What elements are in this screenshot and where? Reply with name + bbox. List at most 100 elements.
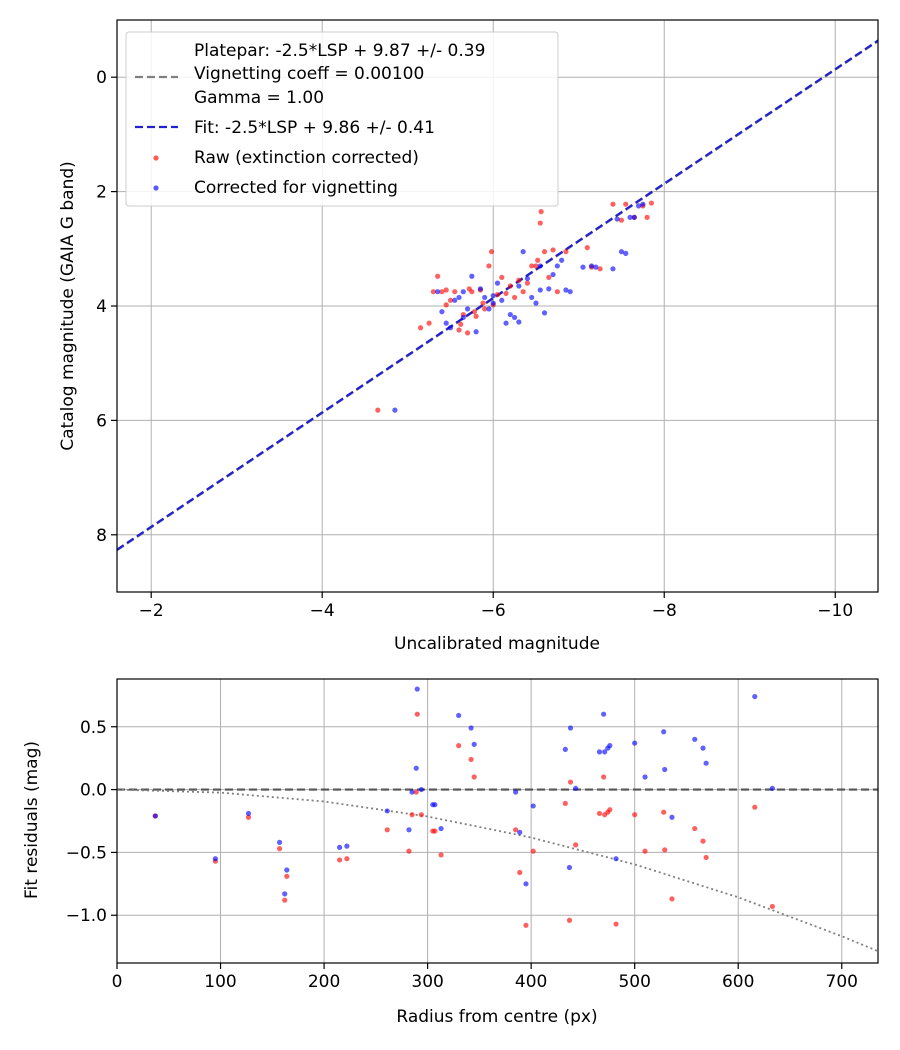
magnitude-plot-corrected-for-vignetting-point — [541, 310, 548, 316]
magnitude-plot-corrected-for-vignetting-point — [550, 271, 556, 278]
residuals-plot-corrected-for-vignetting-point — [661, 729, 667, 735]
residuals-plot-y-tick-label: −0.5 — [66, 843, 107, 863]
magnitude-plot-corrected-for-vignetting-point — [563, 287, 569, 293]
magnitude-plot-raw-extinction-corrected-point — [648, 200, 655, 206]
magnitude-plot-raw-extinction-corrected-point — [375, 407, 381, 413]
magnitude-plot-corrected-for-vignetting-point — [482, 294, 488, 301]
magnitude-plot-corrected-for-vignetting-point — [635, 203, 642, 209]
residuals-plot-frame — [116, 678, 879, 964]
magnitude-plot-raw-extinction-corrected-point — [623, 201, 629, 207]
residuals-plot-raw-extinction-corrected-point — [406, 848, 412, 854]
magnitude-plot-raw-extinction-corrected-point — [516, 277, 522, 283]
magnitude-plot-raw-extinction-corrected-point — [503, 290, 509, 297]
magnitude-plot-corrected-for-vignetting-point — [507, 311, 513, 318]
magnitude-plot-corrected-for-vignetting-point — [503, 320, 509, 326]
residuals-plot-x-ticks: 0 100 200 300 400 500 600 700 — [112, 963, 858, 992]
magnitude-plot-corrected-for-vignetting-point — [614, 216, 620, 222]
residuals-plot-raw-extinction-corrected-point — [409, 812, 415, 818]
residuals-plot-corrected-for-vignetting-point — [384, 808, 390, 814]
residuals-plot-raw-extinction-corrected-point — [414, 711, 420, 717]
residuals-plot-corrected-for-vignetting-point — [456, 712, 462, 719]
magnitude-plot-raw-extinction-corrected-point — [533, 263, 539, 269]
residuals-plot-corrected-for-vignetting-point — [344, 843, 350, 849]
residuals-plot-corrected-for-vignetting-point — [596, 749, 603, 755]
magnitude-plot-corrected-for-vignetting-point — [516, 283, 522, 289]
magnitude-plot-raw-extinction-corrected-point — [471, 309, 478, 315]
residuals-plot-corrected-for-vignetting-point — [607, 743, 613, 749]
residuals-plot-corrected-for-vignetting-point — [468, 725, 474, 731]
residuals-plot-raw-extinction-corrected-point — [642, 848, 648, 854]
residuals-plot-x-tick-label: 0 — [112, 972, 123, 992]
magnitude-plot-corrected-for-vignetting-point — [477, 286, 483, 292]
magnitude-plot-corrected-for-vignetting-point — [512, 314, 518, 321]
residuals-plot-raw-extinction-corrected-point — [769, 903, 775, 910]
magnitude-plot-corrected-for-vignetting-point — [559, 257, 565, 263]
magnitude-plot-corrected-for-vignetting-point — [537, 287, 543, 293]
residuals-plot-raw-extinction-corrected-point — [596, 810, 603, 817]
residuals-plot-corrected-for-vignetting-point — [662, 766, 668, 773]
residuals-plot-corrected-for-vignetting-point — [406, 827, 412, 833]
magnitude-plot-x-tick-label: −8 — [652, 601, 677, 621]
residuals-plot-raw-extinction-corrected-point — [456, 743, 462, 749]
residuals-plot-x-tick-label: 200 — [308, 972, 340, 992]
residuals-plot-corrected-for-vignetting-point — [530, 803, 536, 809]
residuals-plot-x-tick-label: 700 — [826, 972, 858, 992]
magnitude-plot-corrected-for-vignetting-point — [627, 214, 633, 220]
residuals-plot-corrected-for-vignetting-point — [413, 765, 419, 771]
magnitude-plot-corrected-for-vignetting-point — [469, 273, 475, 279]
residuals-plot-raw-extinction-corrected-point — [337, 857, 343, 863]
residuals-plot-raw-extinction-corrected-point — [703, 854, 709, 861]
magnitude-plot-corrected-for-vignetting-point — [460, 314, 466, 321]
magnitude-plot-raw-extinction-corrected-point — [554, 289, 560, 295]
magnitude-plot-corrected-for-vignetting-point — [499, 297, 505, 303]
magnitude-plot-corrected-for-vignetting-point — [452, 297, 458, 303]
residuals-plot-x-tick-label: 600 — [722, 972, 754, 992]
magnitude-plot-raw-extinction-corrected-point — [499, 274, 505, 280]
residuals-plot-y-tick-label: −1.0 — [66, 906, 107, 926]
magnitude-plot-corrected-for-vignetting-point — [623, 250, 629, 256]
residuals-plot-corrected-for-vignetting-point — [337, 844, 343, 850]
residuals-plot-corrected-for-vignetting-point — [212, 856, 218, 862]
magnitude-plot-corrected-for-vignetting-point — [439, 309, 445, 315]
magnitude-plot-raw-extinction-corrected-point — [458, 321, 464, 327]
magnitude-plot-raw-extinction-corrected-point — [538, 209, 544, 215]
magnitude-plot-raw-extinction-corrected-point — [464, 330, 471, 336]
residuals-plot-points — [152, 686, 775, 928]
residuals-plot-raw-extinction-corrected-point — [692, 825, 698, 832]
residuals-plot-raw-extinction-corrected-point — [471, 774, 477, 780]
legend-corrected-marker — [153, 185, 159, 191]
magnitude-plot-raw-extinction-corrected-point — [447, 297, 454, 303]
magnitude-plot-corrected-for-vignetting-point — [610, 266, 616, 272]
legend-raw-marker — [153, 155, 159, 161]
magnitude-plot-raw-extinction-corrected-point — [537, 220, 543, 226]
residuals-plot-corrected-for-vignetting-point — [282, 891, 288, 897]
magnitude-plot-corrected-for-vignetting-point — [473, 329, 479, 335]
residuals-plot-raw-extinction-corrected-point — [513, 827, 519, 833]
magnitude-plot-corrected-for-vignetting-point — [490, 293, 496, 299]
residuals-plot-raw-extinction-corrected-point — [632, 812, 638, 818]
magnitude-plot-raw-extinction-corrected-point — [452, 289, 458, 295]
residuals-plot-corrected-for-vignetting-point — [471, 741, 477, 747]
magnitude-plot-raw-extinction-corrected-point — [488, 249, 495, 255]
residuals-plot-raw-extinction-corrected-point — [530, 848, 536, 854]
magnitude-plot-raw-extinction-corrected-point — [435, 273, 441, 279]
magnitude-plot-corrected-for-vignetting-point — [588, 263, 595, 269]
magnitude-plot-corrected-for-vignetting-point — [593, 264, 599, 270]
magnitude-plot-corrected-for-vignetting-point — [533, 300, 539, 306]
residuals-plot-corrected-for-vignetting-point — [438, 825, 444, 832]
magnitude-plot-corrected-for-vignetting-point — [456, 294, 462, 301]
magnitude-plot-y-tick-label: 4 — [96, 297, 107, 317]
residuals-plot-corrected-for-vignetting-point — [769, 785, 775, 791]
residuals-plot-x-tick-label: 300 — [411, 972, 443, 992]
magnitude-plot-raw-extinction-corrected-point — [469, 289, 475, 295]
residuals-plot-raw-extinction-corrected-point — [432, 828, 438, 834]
magnitude-plot-x-tick-label: −2 — [139, 601, 164, 621]
magnitude-plot-corrected-for-vignetting-point — [486, 306, 492, 312]
residuals-plot-corrected-for-vignetting-point — [414, 686, 420, 692]
residuals-plot-corrected-for-vignetting-point — [567, 725, 574, 731]
residuals-plot-raw-extinction-corrected-point — [282, 897, 288, 903]
residuals-plot-corrected-for-vignetting-point — [573, 785, 579, 791]
legend-raw-label: Raw (extinction corrected) — [194, 148, 419, 168]
magnitude-plot-corrected-for-vignetting-point — [537, 263, 543, 269]
